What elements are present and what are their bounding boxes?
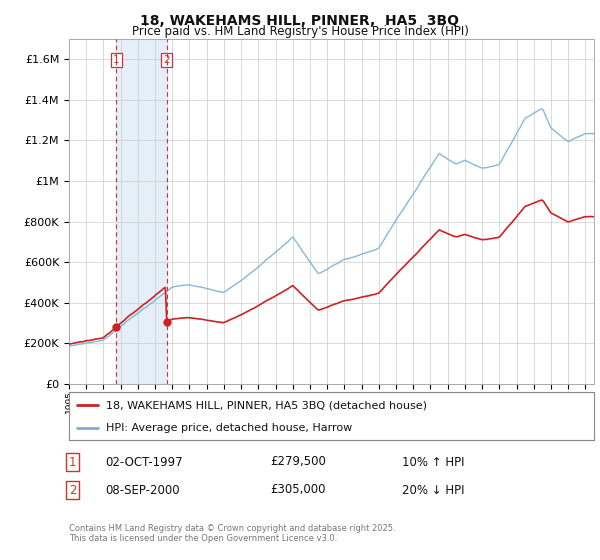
Text: 08-SEP-2000: 08-SEP-2000 xyxy=(105,483,179,497)
Bar xyxy=(116,39,167,384)
Text: 18, WAKEHAMS HILL, PINNER,  HA5  3BQ: 18, WAKEHAMS HILL, PINNER, HA5 3BQ xyxy=(140,14,460,28)
Text: 10% ↑ HPI: 10% ↑ HPI xyxy=(402,455,464,469)
Text: £305,000: £305,000 xyxy=(270,483,325,497)
Text: 2: 2 xyxy=(163,55,170,65)
Text: Contains HM Land Registry data © Crown copyright and database right 2025.
This d: Contains HM Land Registry data © Crown c… xyxy=(69,524,395,543)
Text: HPI: Average price, detached house, Harrow: HPI: Average price, detached house, Harr… xyxy=(106,423,352,433)
Text: 02-OCT-1997: 02-OCT-1997 xyxy=(105,455,182,469)
Text: £279,500: £279,500 xyxy=(270,455,326,469)
Text: 20% ↓ HPI: 20% ↓ HPI xyxy=(402,483,464,497)
Text: Price paid vs. HM Land Registry's House Price Index (HPI): Price paid vs. HM Land Registry's House … xyxy=(131,25,469,38)
Text: 18, WAKEHAMS HILL, PINNER, HA5 3BQ (detached house): 18, WAKEHAMS HILL, PINNER, HA5 3BQ (deta… xyxy=(106,400,427,410)
Text: 2: 2 xyxy=(69,483,77,497)
Text: 1: 1 xyxy=(69,455,77,469)
Text: 1: 1 xyxy=(113,55,119,65)
